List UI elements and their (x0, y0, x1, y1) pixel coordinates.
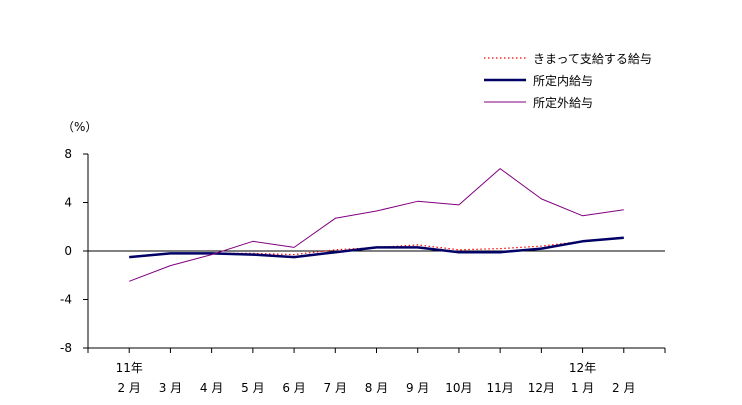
x-year-label: 11年 (116, 361, 143, 375)
x-tick-label: 2 月 (117, 381, 140, 395)
x-tick-label: 11月 (487, 381, 514, 395)
series-line-2 (129, 236, 624, 259)
y-tick-label: 0 (64, 244, 72, 258)
y-tick-label: 4 (64, 196, 72, 210)
x-tick-label: 8 月 (365, 381, 388, 395)
legend-label-1: きまって支給する給与 (533, 52, 652, 66)
x-tick-label: 5 月 (241, 381, 264, 395)
x-tick-label: 6 月 (282, 381, 305, 395)
x-tick-label: 7 月 (324, 381, 347, 395)
y-tick-label: 8 (64, 147, 72, 161)
y-tick-label: -8 (60, 341, 72, 355)
legend-label-2: 所定内給与 (533, 73, 593, 88)
y-unit-label: （%） (62, 120, 97, 134)
x-tick-label: 4 月 (200, 381, 223, 395)
x-tick-label: 12月 (528, 381, 555, 395)
series-line-3 (129, 168, 624, 282)
x-tick-label: 2 月 (612, 381, 635, 395)
x-tick-label: 10月 (445, 381, 472, 395)
x-year-label: 12年 (569, 361, 596, 375)
x-tick-label: 9 月 (406, 381, 429, 395)
x-tick-label: 3 月 (159, 381, 182, 395)
x-tick-label: 1 月 (571, 381, 594, 395)
series-line-1 (129, 237, 624, 258)
plot-area: 8 4 0 -4 -8 2 月 3 月 4 月 5 月 6 月 7 月 8 月 9 月 10月 11月 12月… (60, 147, 666, 395)
legend-label-3: 所定外給与 (533, 95, 593, 110)
y-tick-label: -4 (60, 293, 72, 307)
